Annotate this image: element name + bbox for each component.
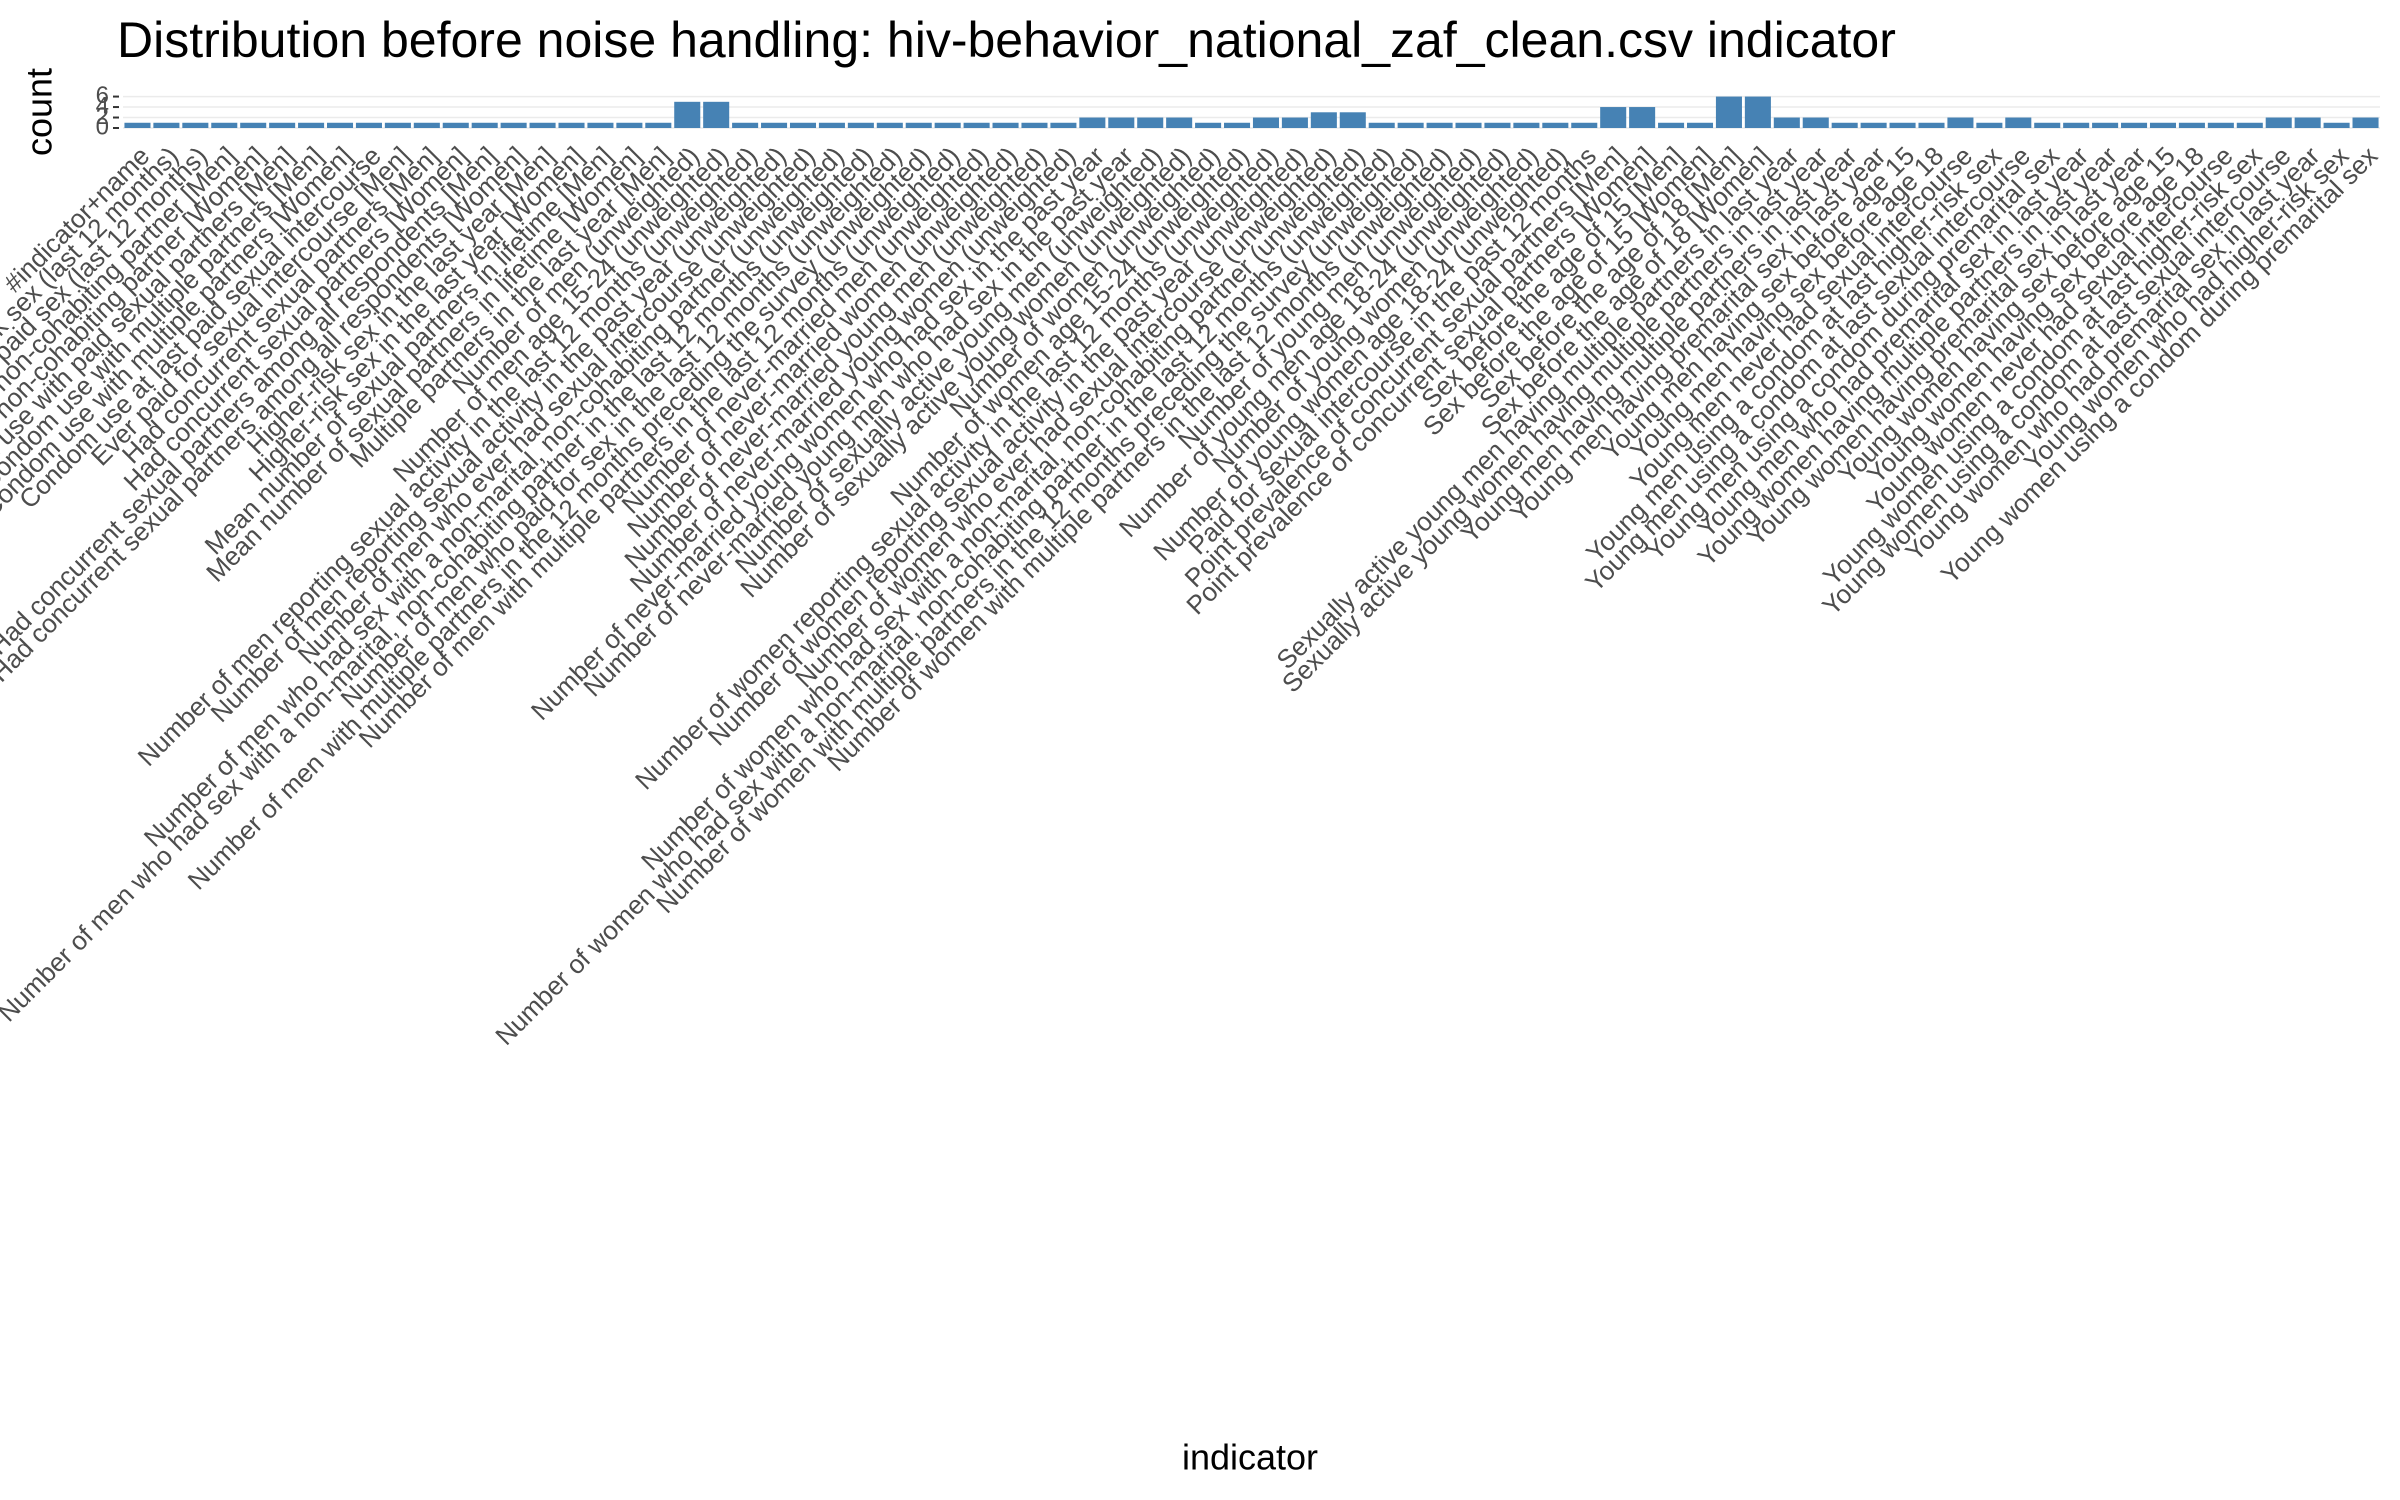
y-tick-label: 2 <box>96 103 109 130</box>
bar <box>1166 117 1193 128</box>
bar <box>1715 96 1742 128</box>
bar <box>442 122 469 128</box>
bar <box>732 122 759 128</box>
bar <box>2294 117 2321 128</box>
bar <box>2178 122 2205 128</box>
bar <box>124 122 151 128</box>
bar <box>269 122 296 128</box>
bar <box>934 122 961 128</box>
bar <box>2323 122 2350 128</box>
y-axis-title: count <box>19 68 60 156</box>
bar <box>1658 122 1685 128</box>
bar <box>1021 122 1048 128</box>
bar <box>529 122 556 128</box>
bar <box>876 122 903 128</box>
x-axis-title: indicator <box>1182 1437 1318 1478</box>
bar <box>182 122 209 128</box>
bar <box>818 122 845 128</box>
bar <box>1542 122 1569 128</box>
bar <box>905 122 932 128</box>
bar <box>616 122 643 128</box>
bar <box>1802 117 1829 128</box>
chart-title: Distribution before noise handling: hiv-… <box>117 12 1896 68</box>
bar <box>1571 122 1598 128</box>
bar <box>2034 122 2061 128</box>
bar <box>789 122 817 128</box>
bar <box>2149 122 2177 128</box>
bar <box>1629 107 1656 128</box>
bar <box>2005 117 2032 128</box>
y-tick-label: 0 <box>96 113 109 140</box>
bar <box>298 122 325 128</box>
bar <box>355 122 382 128</box>
bar <box>761 122 788 128</box>
bar <box>1195 122 1222 128</box>
bar <box>2265 117 2292 128</box>
bar <box>1744 96 1771 128</box>
bar <box>2092 122 2119 128</box>
bar <box>703 101 730 128</box>
bar <box>1339 112 1366 128</box>
bar <box>211 122 238 128</box>
bar <box>471 122 498 128</box>
bar <box>1918 122 1945 128</box>
bar <box>2063 122 2090 128</box>
bar <box>1281 117 1308 128</box>
bar <box>326 122 354 128</box>
bar <box>1368 122 1395 128</box>
bar <box>1252 117 1279 128</box>
bar <box>1773 117 1800 128</box>
bar <box>1050 122 1077 128</box>
bar <box>1397 122 1424 128</box>
bar <box>1224 122 1251 128</box>
bar <box>587 122 614 128</box>
bar <box>1686 122 1714 128</box>
y-tick-label: 4 <box>96 92 109 119</box>
bar <box>2207 122 2234 128</box>
bar <box>500 122 527 128</box>
bar <box>1947 117 1974 128</box>
bar <box>1426 122 1453 128</box>
bar <box>1513 122 1540 128</box>
bar <box>992 122 1019 128</box>
bar <box>1976 122 2003 128</box>
bar <box>413 122 440 128</box>
bar <box>1079 117 1106 128</box>
bar <box>1137 117 1164 128</box>
bar <box>1484 122 1511 128</box>
bar <box>674 101 701 128</box>
bar <box>1860 122 1887 128</box>
bar <box>963 122 990 128</box>
bar <box>558 122 585 128</box>
bar <box>153 122 180 128</box>
bar <box>1455 122 1482 128</box>
y-tick-label: 6 <box>96 82 109 109</box>
bar <box>847 122 874 128</box>
bar <box>1310 112 1337 128</box>
bar <box>384 122 411 128</box>
bar <box>240 122 267 128</box>
bar <box>2121 122 2148 128</box>
bar <box>2236 122 2263 128</box>
bar <box>645 122 672 128</box>
bar <box>1831 122 1858 128</box>
bar <box>2352 117 2379 128</box>
bar <box>1889 122 1916 128</box>
bar <box>1108 117 1135 128</box>
bar <box>1600 107 1627 128</box>
